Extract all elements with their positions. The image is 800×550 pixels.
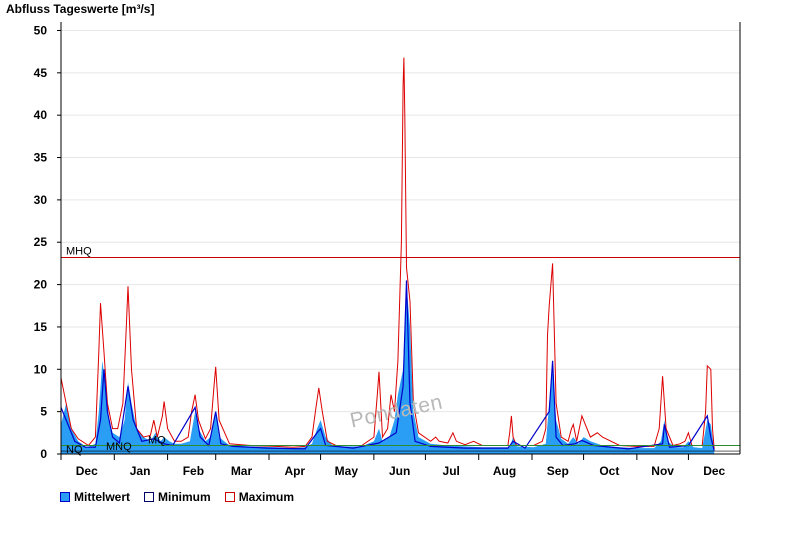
legend: Mittelwert Minimum Maximum: [60, 490, 294, 504]
reference-label-mnq: MNQ: [106, 441, 132, 453]
x-tick-label-jun: Jun: [389, 464, 410, 478]
x-tick-label-jul: Jul: [443, 464, 460, 478]
reference-label-nq: NQ: [66, 444, 83, 456]
y-tick-label-45: 45: [34, 66, 48, 80]
legend-item-maximum: Maximum: [224, 490, 295, 504]
legend-item-minimum: Minimum: [144, 490, 211, 504]
y-tick-label-25: 25: [34, 235, 48, 249]
y-tick-label-40: 40: [34, 108, 48, 122]
legend-swatch-maximum: [224, 492, 235, 502]
y-tick-label-35: 35: [34, 151, 48, 165]
x-tick-label-dec: Dec: [703, 464, 725, 478]
series-minimum-line: [60, 280, 715, 451]
x-tick-label-jan: Jan: [130, 464, 151, 478]
legend-label-minimum: Minimum: [158, 490, 211, 504]
y-tick-label-10: 10: [34, 362, 48, 376]
legend-item-mittelwert: Mittelwert: [60, 490, 130, 504]
chart-title: Abfluss Tageswerte [m³/s]: [6, 2, 155, 16]
x-tick-label-mar: Mar: [231, 464, 253, 478]
y-tick-label-50: 50: [34, 23, 48, 37]
x-tick-label-feb: Feb: [183, 464, 204, 478]
y-tick-label-20: 20: [34, 278, 48, 292]
legend-label-maximum: Maximum: [238, 490, 295, 504]
y-tick-label-15: 15: [34, 320, 48, 334]
x-tick-label-apr: Apr: [284, 464, 305, 478]
reference-label-mq: MQ: [148, 435, 166, 447]
x-tick-label-oct: Oct: [599, 464, 619, 478]
x-tick-label-sep: Sep: [547, 464, 569, 478]
reference-label-mhq: MHQ: [66, 245, 92, 257]
y-tick-label-30: 30: [34, 193, 48, 207]
y-tick-label-5: 5: [40, 405, 47, 419]
legend-swatch-mittelwert: [60, 492, 70, 502]
x-tick-label-nov: Nov: [651, 464, 674, 478]
x-tick-label-aug: Aug: [493, 464, 516, 478]
y-tick-label-0: 0: [40, 447, 47, 461]
series-mittelwert-area: [61, 284, 715, 454]
legend-swatch-minimum: [144, 492, 155, 502]
legend-label-mittelwert: Mittelwert: [74, 490, 131, 504]
x-tick-label-dec: Dec: [76, 464, 98, 478]
series-maximum-line: [60, 57, 715, 449]
x-tick-label-may: May: [335, 464, 359, 478]
